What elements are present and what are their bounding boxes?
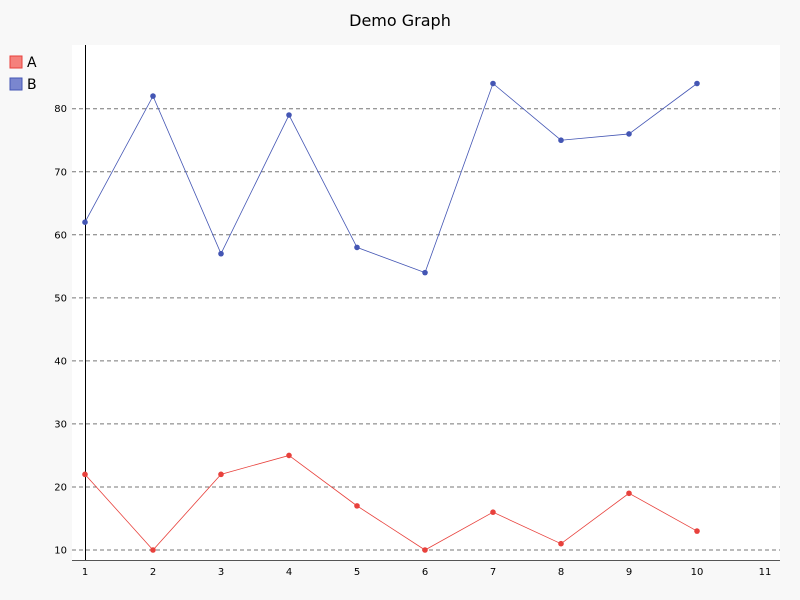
legend-label-B: B	[27, 77, 37, 93]
x-tick-label-2: 2	[150, 567, 156, 578]
x-tick-label-3: 3	[218, 567, 224, 578]
data-point-B-2	[150, 93, 156, 99]
data-point-A-4	[286, 452, 292, 459]
x-tick-label-10: 10	[691, 567, 704, 578]
y-tick-label-40: 40	[54, 356, 67, 367]
series-B	[82, 80, 700, 276]
x-tick-label-11: 11	[759, 567, 772, 578]
data-point-A-1	[82, 471, 88, 478]
y-tick-label-10: 10	[54, 546, 67, 557]
data-point-A-8	[558, 540, 564, 547]
series-A	[82, 452, 700, 553]
data-point-A-3	[218, 471, 224, 478]
data-point-B-7	[490, 80, 496, 87]
data-point-A-5	[354, 503, 360, 509]
data-point-B-5	[354, 244, 360, 251]
y-tick-label-30: 30	[54, 419, 67, 430]
x-tick-label-1: 1	[82, 567, 88, 578]
legend-swatch-B	[9, 77, 23, 91]
grid-lines	[72, 108, 780, 551]
data-point-B-10	[694, 80, 700, 87]
legend-label-A: A	[27, 55, 37, 71]
legend-item-A: A	[9, 55, 37, 71]
data-point-B-8	[558, 137, 564, 144]
x-tick-label-9: 9	[626, 567, 632, 578]
data-point-A-10	[694, 528, 700, 534]
chart-title: Demo Graph	[349, 11, 451, 30]
y-tick-label-80: 80	[54, 104, 67, 115]
data-point-A-6	[422, 547, 428, 553]
plot-area	[72, 45, 780, 560]
legend-item-B: B	[9, 77, 37, 93]
x-tick-label-4: 4	[286, 567, 292, 578]
data-point-A-7	[490, 509, 496, 515]
data-point-B-1	[82, 219, 88, 225]
tick-labels: 10 20 30 40 50 60 70 80 1 2 3 4 5 6 7 8 9 10 11	[54, 104, 771, 578]
x-tick-label-8: 8	[558, 567, 564, 578]
y-tick-label-70: 70	[54, 167, 67, 178]
x-tick-label-6: 6	[422, 567, 428, 578]
data-point-A-2	[150, 547, 156, 553]
y-tick-label-50: 50	[54, 293, 67, 304]
data-point-B-6	[422, 269, 428, 276]
series-line-B	[84, 82, 698, 274]
data-point-B-3	[218, 250, 224, 257]
data-point-A-9	[626, 490, 632, 497]
legend-swatch-A	[9, 55, 23, 69]
x-tick-label-5: 5	[354, 567, 360, 578]
data-point-B-4	[286, 112, 292, 118]
y-tick-label-20: 20	[54, 482, 67, 493]
legend: AB	[9, 55, 37, 93]
series-line-A	[84, 455, 698, 551]
data-point-B-9	[626, 131, 632, 137]
y-tick-label-60: 60	[54, 230, 67, 241]
x-tick-label-7: 7	[490, 567, 496, 578]
series-lines	[82, 80, 700, 553]
